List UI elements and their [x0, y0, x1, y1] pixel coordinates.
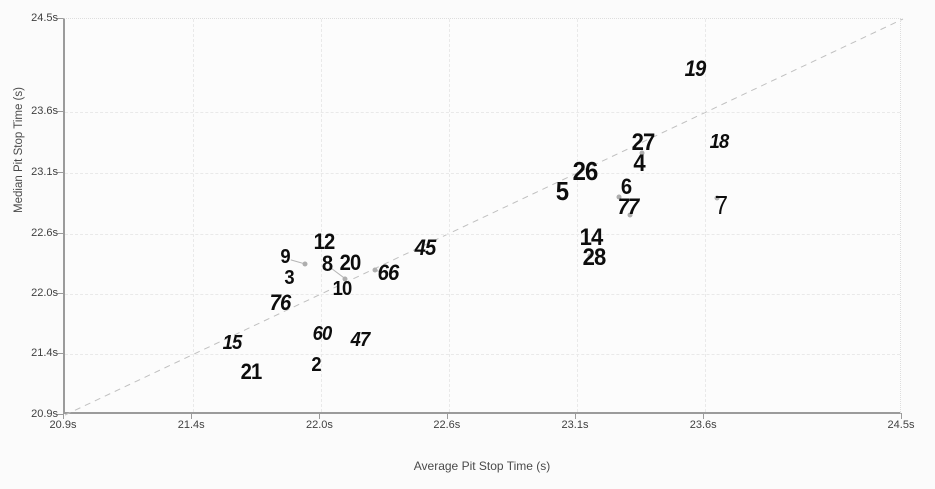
x-tick-mark — [191, 413, 193, 419]
y-tick-label: 20.9s — [31, 408, 58, 420]
car-number-point-4[interactable]: 4 — [633, 149, 645, 177]
car-number-point-2[interactable]: 2 — [311, 353, 321, 376]
y-tick-mark — [57, 414, 63, 415]
data-point-dot — [302, 261, 308, 267]
car-number-point-45[interactable]: 45 — [414, 235, 437, 261]
y-tick-label: 22.6s — [31, 226, 58, 239]
data-point-dot — [627, 212, 633, 218]
x-tick-mark — [319, 413, 321, 419]
car-number-point-27[interactable]: 27 — [631, 128, 656, 156]
data-point-dot — [372, 267, 378, 273]
y-tick-mark — [57, 292, 63, 294]
car-number-point-19[interactable]: 19 — [684, 56, 707, 82]
data-point-dot — [616, 194, 622, 200]
y-equals-x-reference-line — [64, 18, 904, 416]
car-number-point-5[interactable]: 5 — [555, 176, 569, 207]
car-number-point-26[interactable]: 26 — [572, 156, 599, 187]
y-tick-label: 21.4s — [31, 347, 58, 360]
car-number-point-60[interactable]: 60 — [312, 323, 333, 346]
x-tick-mark — [63, 413, 64, 419]
y-tick-label: 23.6s — [31, 105, 58, 118]
y-tick-mark — [57, 232, 63, 234]
plot-area: 19 18 27 4 26 5 6 77 7 14 28 45 12 9 8 20 66 3 10 76 60 47 15 2… — [63, 18, 904, 416]
car-number-point-18[interactable]: 18 — [709, 130, 730, 153]
car-number-point-76[interactable]: 76 — [269, 290, 292, 316]
car-number-point-12[interactable]: 12 — [313, 228, 336, 254]
y-tick-label: 24.5s — [31, 12, 58, 24]
car-number-point-47[interactable]: 47 — [350, 328, 371, 351]
car-number-point-3[interactable]: 3 — [284, 267, 294, 290]
x-tick-label: 20.9s — [49, 419, 77, 431]
data-point-dot — [639, 150, 645, 156]
x-tick-label: 21.4s — [177, 419, 205, 431]
x-gridline — [448, 19, 450, 412]
car-number-point-14[interactable]: 14 — [579, 224, 604, 251]
car-number-point-9[interactable]: 9 — [280, 246, 290, 269]
y-tick-mark — [57, 353, 63, 355]
y-tick-label: 22.0s — [31, 286, 58, 299]
car-number-point-10[interactable]: 10 — [332, 278, 353, 301]
x-gridline — [321, 19, 323, 412]
y-gridline — [65, 112, 900, 114]
x-tick-mark — [703, 413, 705, 419]
y-tick-mark — [57, 18, 63, 19]
x-tick-label: 22.0s — [305, 419, 333, 431]
car-number-point-66[interactable]: 66 — [377, 259, 400, 285]
car-number-point-21[interactable]: 21 — [240, 358, 263, 384]
car-number-point-77[interactable]: 77 — [617, 193, 640, 219]
car-number-point-28[interactable]: 28 — [582, 244, 607, 272]
car-number-point-20[interactable]: 20 — [339, 249, 362, 275]
car-number-point-15[interactable]: 15 — [222, 331, 243, 354]
x-tick-mark — [575, 413, 577, 419]
car-number-point-6[interactable]: 6 — [620, 173, 632, 199]
y-tick-mark — [57, 172, 63, 174]
x-tick-label: 23.1s — [561, 419, 589, 431]
x-gridline — [193, 19, 195, 412]
reference-line-layer — [64, 18, 904, 416]
data-point-dot — [342, 276, 348, 282]
x-tick-label: 24.5s — [887, 419, 915, 431]
x-axis-title: Average Pit Stop Time (s) — [413, 459, 551, 473]
y-gridline — [65, 233, 900, 235]
x-gridline — [577, 19, 579, 412]
y-tick-label: 23.1s — [31, 166, 58, 179]
x-gridline — [705, 19, 707, 412]
x-tick-mark — [901, 413, 902, 419]
data-point-dot — [714, 195, 720, 201]
x-tick-mark — [446, 413, 448, 419]
y-gridline — [65, 354, 900, 356]
data-point-dot — [587, 253, 593, 259]
y-gridline — [65, 293, 900, 295]
car-number-point-8[interactable]: 8 — [321, 250, 333, 276]
y-tick-mark — [57, 111, 63, 113]
y-gridline — [65, 173, 900, 175]
x-tick-label: 23.6s — [689, 419, 717, 431]
car-number-point-7[interactable]: 7 — [714, 190, 728, 220]
x-tick-label: 22.6s — [433, 419, 461, 431]
